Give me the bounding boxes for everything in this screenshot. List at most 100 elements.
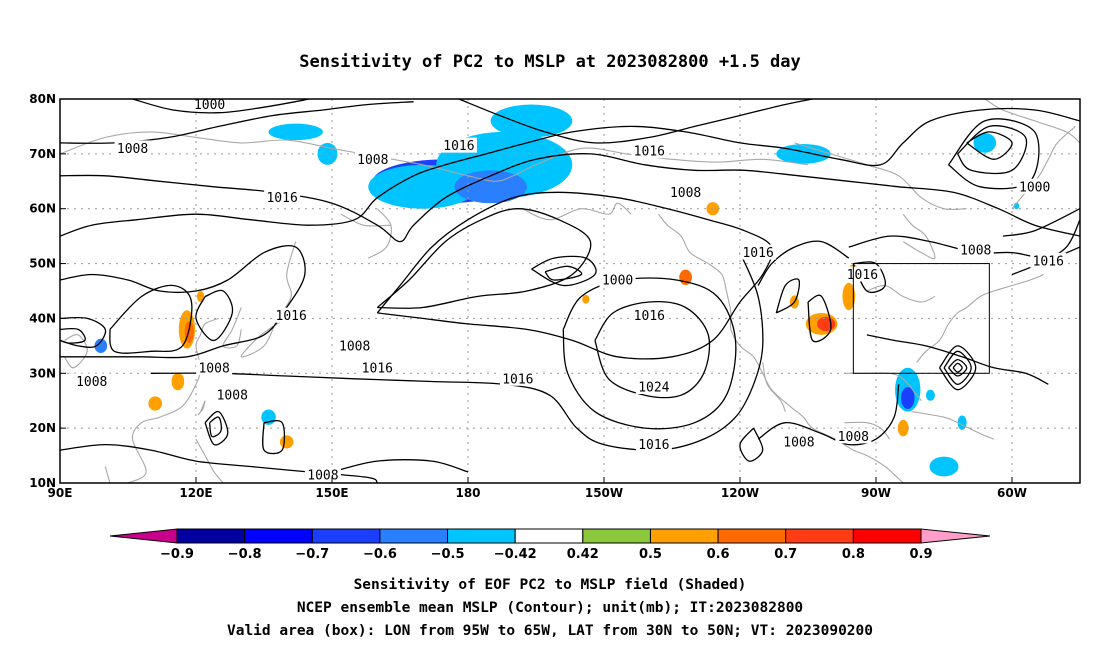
lat-tick-label: 10N bbox=[29, 476, 56, 490]
contour-label: 1016 bbox=[634, 309, 665, 324]
contour-label-bg bbox=[336, 337, 373, 353]
isobar bbox=[775, 278, 801, 314]
contour-label-bg bbox=[740, 244, 777, 260]
contour-label-bg bbox=[780, 433, 817, 449]
colorbar-swatch bbox=[649, 528, 719, 544]
isobar bbox=[195, 289, 234, 342]
valid-area-box bbox=[852, 263, 990, 374]
contour-label: 1016 bbox=[502, 372, 533, 387]
isobar bbox=[150, 252, 764, 451]
isobar bbox=[1002, 208, 1080, 237]
contour-label-bg bbox=[214, 387, 251, 403]
shaded-region bbox=[490, 104, 573, 138]
contour-label-bg bbox=[835, 428, 872, 444]
coastline bbox=[60, 131, 469, 177]
isobar bbox=[594, 301, 711, 399]
isobar bbox=[739, 427, 764, 462]
coastline bbox=[916, 273, 1044, 363]
shaded-region bbox=[582, 294, 590, 304]
colorbar-high-arrow bbox=[920, 528, 991, 544]
contour-label-bg bbox=[1030, 252, 1067, 268]
shaded-region bbox=[929, 456, 959, 477]
coastline bbox=[902, 213, 936, 260]
lat-tick-label: 30N bbox=[29, 366, 56, 380]
contour-label: 1016 bbox=[847, 268, 878, 283]
contour-label: 1024 bbox=[638, 381, 669, 396]
contour-labels: 1000 1008 1008 1016 1016 1016 1008 1000 1008 1016… bbox=[73, 98, 1067, 483]
colorbar-level-label: −0.42 bbox=[494, 547, 537, 562]
colorbar-level-label: 0.7 bbox=[774, 547, 797, 562]
colorbar-level-label: −0.9 bbox=[160, 547, 194, 562]
map-frame bbox=[59, 98, 1081, 484]
contour-label-bg bbox=[631, 307, 668, 323]
isobar bbox=[938, 345, 977, 391]
contour-label-bg bbox=[957, 241, 994, 257]
map-panel: 1000 1008 1008 1016 1016 1016 1008 1000 1008 1016… bbox=[29, 92, 1081, 500]
shaded-region bbox=[368, 164, 478, 209]
colorbar: −0.9 −0.8 −0.7 −0.6 −0.5 −0.42 0.42 0.5 0.6 0.7 0.… bbox=[109, 528, 991, 562]
contour-label-bg bbox=[635, 379, 672, 394]
lon-tick-label: 90E bbox=[48, 486, 73, 500]
shaded-region bbox=[897, 419, 909, 437]
colorbar-level-label: −0.5 bbox=[431, 547, 465, 562]
lon-tick-label: 60W bbox=[997, 486, 1027, 500]
isobar bbox=[544, 265, 583, 281]
coastline bbox=[340, 213, 391, 227]
isobar bbox=[948, 358, 968, 377]
shaded-region bbox=[842, 282, 856, 311]
isobar bbox=[60, 153, 1080, 243]
contour-label: 1008 bbox=[307, 468, 338, 483]
isobar bbox=[60, 316, 107, 348]
colorbar-swatch bbox=[852, 528, 922, 544]
caption-line-2: NCEP ensemble mean MSLP (Contour); unit(… bbox=[297, 600, 803, 616]
isobar bbox=[952, 362, 963, 373]
contour-label: 1008 bbox=[339, 339, 370, 354]
colorbar-swatch bbox=[311, 528, 381, 544]
lon-tick-label: 120E bbox=[179, 486, 212, 500]
colorbar-level-label: −0.6 bbox=[363, 547, 397, 562]
contour-label: 1016 bbox=[362, 361, 393, 376]
colorbar-swatch bbox=[717, 528, 787, 544]
isobar bbox=[866, 334, 1049, 385]
shaded-region bbox=[925, 389, 935, 401]
lon-tick-label: 90W bbox=[861, 486, 891, 500]
contour-label-bg bbox=[440, 137, 477, 153]
shaded-region bbox=[268, 123, 323, 141]
contour-label: 1016 bbox=[276, 309, 307, 324]
coastline bbox=[197, 400, 206, 416]
shaded-region bbox=[957, 415, 967, 430]
contour-label-bg bbox=[631, 143, 668, 159]
coastline bbox=[912, 411, 995, 440]
isobar bbox=[132, 99, 310, 114]
colorbar-swatch bbox=[785, 528, 854, 544]
coastline bbox=[866, 284, 936, 303]
contour-label: 1008 bbox=[838, 430, 869, 445]
contour-label-bg bbox=[196, 359, 233, 375]
colorbar-swatch bbox=[447, 528, 516, 544]
mslp-contours bbox=[60, 99, 1080, 483]
lon-tick-label: 150W bbox=[585, 486, 623, 500]
contour-label: 1000 bbox=[602, 274, 633, 289]
coastline bbox=[240, 241, 297, 358]
contour-label: 1016 bbox=[742, 246, 773, 261]
contour-label-bg bbox=[354, 151, 391, 167]
isobar bbox=[376, 208, 592, 309]
coastline bbox=[195, 438, 224, 483]
isobar bbox=[957, 125, 1028, 175]
contour-label: 1008 bbox=[198, 361, 229, 376]
colorbar-swatch bbox=[582, 528, 651, 544]
contour-label: 1000 bbox=[194, 98, 225, 113]
contour-label: 1016 bbox=[634, 145, 665, 160]
contour-label-bg bbox=[73, 373, 110, 389]
shaded-region bbox=[94, 338, 108, 353]
shaded-region bbox=[454, 170, 527, 204]
lon-tick-label: 180 bbox=[455, 486, 480, 500]
isobar bbox=[60, 107, 1080, 237]
isobar bbox=[208, 416, 222, 438]
lat-tick-label: 70N bbox=[29, 147, 56, 161]
colorbar-swatch bbox=[244, 528, 313, 544]
contour-label: 1008 bbox=[670, 186, 701, 201]
contour-label: 1016 bbox=[638, 438, 669, 453]
shaded-region bbox=[261, 409, 276, 425]
